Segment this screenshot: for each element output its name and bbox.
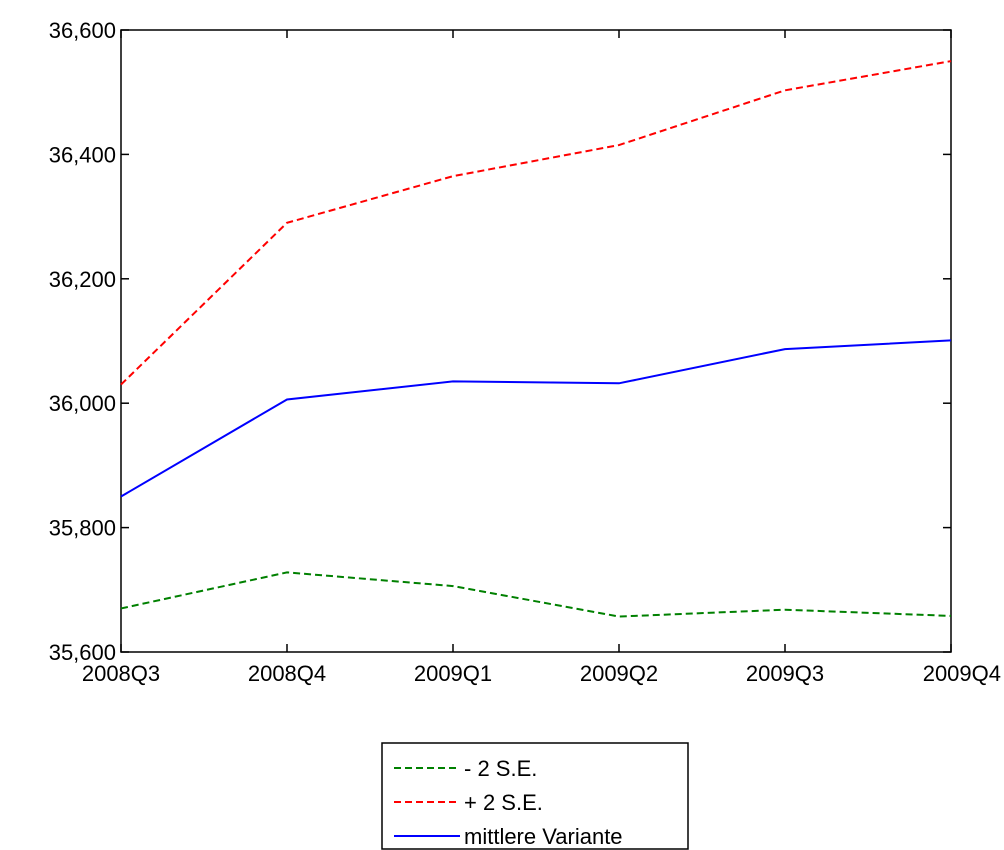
x-tick-label: 2008Q4 [248, 661, 326, 686]
x-tick-label: 2009Q4 [923, 661, 1001, 686]
legend-label: - 2 S.E. [464, 756, 537, 781]
y-tick-label: 36,600 [49, 18, 116, 43]
x-tick-label: 2008Q3 [82, 661, 160, 686]
legend-label: mittlere Variante [464, 824, 623, 849]
series-line-1 [120, 60, 952, 386]
y-tick-label: 35,600 [49, 640, 116, 665]
series-layer [120, 60, 952, 618]
x-tick-label: 2009Q2 [580, 661, 658, 686]
plot-frame [120, 29, 952, 653]
x-tick-label: 2009Q3 [746, 661, 824, 686]
y-tick-label: 36,400 [49, 142, 116, 167]
series-line-2 [120, 339, 952, 498]
plot-area [120, 29, 952, 653]
x-axis: 2008Q3 2008Q4 2009Q1 2009Q2 2009Q3 2009Q4 [82, 30, 1001, 686]
legend-box [381, 742, 689, 850]
y-tick-label: 35,800 [49, 516, 116, 541]
y-tick-label: 36,000 [49, 391, 116, 416]
legend-label: + 2 S.E. [464, 790, 543, 815]
y-axis: 35,600 35,800 36,000 36,200 36,400 36,600 [49, 18, 951, 665]
x-tick-label: 2009Q1 [414, 661, 492, 686]
series-line-0 [120, 571, 952, 618]
legend: - 2 S.E. + 2 S.E. mittlere Variante [381, 742, 689, 850]
y-tick-label: 36,200 [49, 267, 116, 292]
